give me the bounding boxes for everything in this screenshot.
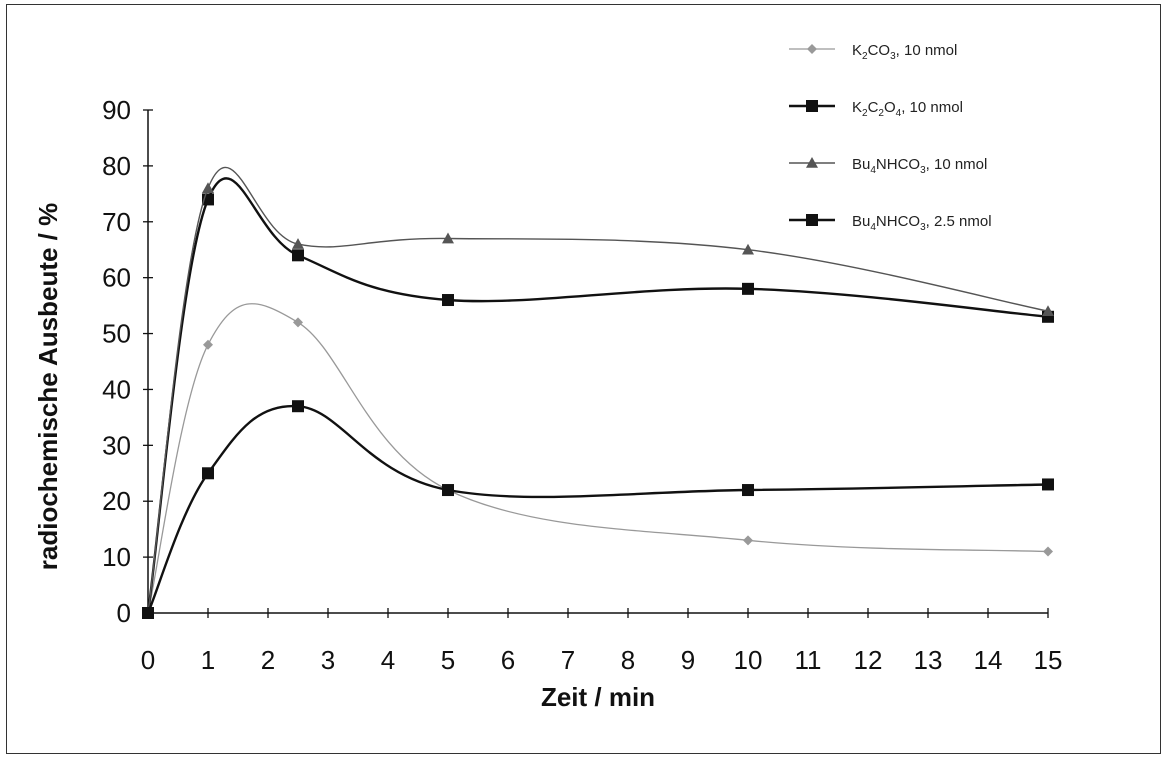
legend-label-part: , 10 nmol	[901, 99, 963, 116]
data-point-square-marker	[806, 100, 818, 112]
y-axis-title: radiochemische Ausbeute / %	[33, 203, 63, 570]
legend-item-2: Bu4NHCO3, 10 nmol	[789, 156, 987, 176]
y-tick-label: 60	[102, 263, 131, 293]
legend-label-part: K	[852, 99, 862, 116]
y-tick-label: 0	[117, 598, 131, 628]
series-line	[147, 166, 1049, 614]
y-tick-label: 50	[102, 319, 131, 349]
data-point-square-marker	[292, 400, 304, 413]
data-point-square-marker	[202, 467, 214, 480]
legend-item-0: K2CO3, 10 nmol	[789, 42, 957, 62]
x-tick-label: 7	[561, 645, 575, 675]
data-point-square-marker	[742, 484, 754, 497]
chart-frame	[6, 4, 1161, 754]
data-point-square-marker	[142, 607, 154, 619]
x-tick-label: 10	[734, 645, 763, 675]
x-tick-label: 13	[914, 645, 943, 675]
legend-label: Bu4NHCO3, 10 nmol	[852, 156, 987, 176]
axes: 0 1 2 3 4 5 6 7 8 9 10 11 12 13 14 15010203040506070809…	[102, 95, 1062, 675]
data-point-diamond-marker	[1043, 546, 1053, 557]
legend-label: K2C2O4, 10 nmol	[852, 99, 963, 119]
data-point-triangle-marker	[202, 182, 214, 194]
y-tick-label: 70	[102, 207, 131, 237]
data-point-triangle-marker	[442, 232, 454, 244]
legend-label-part: CO	[868, 42, 891, 59]
x-tick-label: 5	[441, 645, 455, 675]
legend-label-part: 2	[862, 51, 868, 62]
data-point-square-marker	[442, 294, 454, 307]
legend-label-part: , 10 nmol	[896, 42, 958, 59]
x-tick-label: 12	[854, 645, 883, 675]
data-point-square-marker	[1042, 478, 1054, 491]
series-line	[146, 177, 1049, 614]
legend-label-part: 2	[878, 108, 884, 119]
legend-label-part: NHCO	[876, 213, 920, 230]
data-point-triangle-marker	[742, 243, 754, 255]
y-tick-label: 90	[102, 95, 131, 125]
data-point-triangle-marker	[806, 157, 818, 168]
x-tick-label: 3	[321, 645, 335, 675]
x-tick-label: 8	[621, 645, 635, 675]
data-point-diamond-marker	[203, 339, 213, 350]
data-point-diamond-marker	[807, 44, 817, 54]
y-tick-label: 20	[102, 486, 131, 516]
legend-label-part: 3	[890, 51, 896, 62]
series-line	[146, 404, 1049, 614]
x-tick-label: 14	[974, 645, 1003, 675]
series-2	[142, 166, 1054, 618]
legend-label-part: Bu	[852, 213, 870, 230]
x-tick-label: 15	[1034, 645, 1063, 675]
y-tick-label: 80	[102, 151, 131, 181]
x-tick-label: 11	[795, 645, 822, 675]
x-tick-label: 9	[681, 645, 695, 675]
legend-label-part: , 2.5 nmol	[926, 213, 992, 230]
legend-label-part: 3	[920, 165, 926, 176]
legend-label-part: , 10 nmol	[926, 156, 988, 173]
legend-label-part: 4	[870, 222, 876, 233]
x-tick-label: 0	[141, 645, 155, 675]
legend-label-part: NHCO	[876, 156, 920, 173]
series-1	[142, 177, 1054, 619]
data-point-square-marker	[442, 484, 454, 497]
legend-label-part: 2	[862, 108, 868, 119]
legend-label: Bu4NHCO3, 2.5 nmol	[852, 213, 992, 233]
legend-label-part: Bu	[852, 156, 870, 173]
legend-label-part: 4	[870, 165, 876, 176]
data-point-diamond-marker	[743, 535, 753, 546]
legend-item-1: K2C2O4, 10 nmol	[789, 99, 963, 119]
legend-item-3: Bu4NHCO3, 2.5 nmol	[789, 213, 992, 233]
x-tick-label: 1	[201, 645, 215, 675]
legend-label-part: 3	[920, 222, 926, 233]
legend-label: K2CO3, 10 nmol	[852, 42, 957, 62]
y-tick-label: 30	[102, 430, 131, 460]
series-line	[147, 303, 1049, 614]
x-tick-label: 6	[501, 645, 515, 675]
x-tick-label: 2	[261, 645, 275, 675]
series-3	[142, 400, 1054, 619]
series-layer	[142, 166, 1054, 619]
legend-label-part: 4	[896, 108, 902, 119]
series-0	[143, 303, 1053, 618]
data-point-square-marker	[806, 214, 818, 226]
data-point-triangle-marker	[1042, 305, 1054, 316]
y-tick-label: 10	[102, 542, 131, 572]
legend-label-part: K	[852, 42, 862, 59]
data-point-triangle-marker	[292, 238, 304, 249]
data-point-square-marker	[292, 249, 304, 262]
y-tick-label: 40	[102, 374, 131, 404]
x-axis-title: Zeit / min	[541, 682, 655, 712]
data-point-diamond-marker	[293, 317, 303, 328]
legend-label-part: C	[868, 99, 879, 116]
data-point-square-marker	[742, 282, 754, 295]
legend-label-part: O	[884, 99, 896, 116]
x-tick-label: 4	[381, 645, 395, 675]
